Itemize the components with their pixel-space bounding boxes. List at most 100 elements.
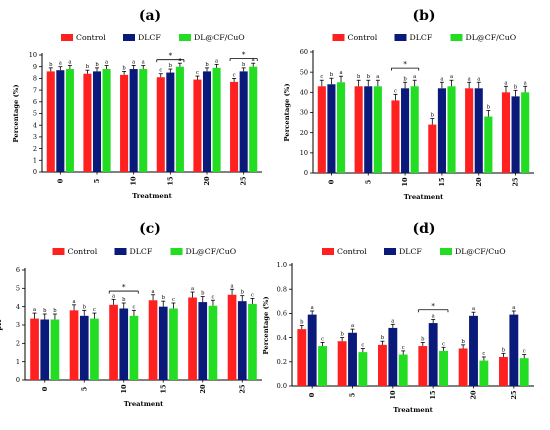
significance-letter: b: [49, 62, 53, 68]
significance-letter: c: [251, 292, 254, 298]
legend-swatch-0: [332, 34, 345, 41]
bar-dlcfcuo: [373, 86, 382, 173]
bar-dlcfcuo: [439, 350, 448, 386]
y-tick-label: 6: [33, 98, 37, 106]
y-tick-label: 8: [33, 75, 37, 83]
legend-swatch-2: [170, 248, 183, 255]
significance-letter: b: [242, 62, 246, 68]
x-tick-label: 5: [349, 392, 357, 397]
bar-dlcfcuo: [410, 86, 419, 173]
y-axis-title: Percentage (%): [283, 83, 291, 141]
legend-label-0: Control: [68, 247, 98, 256]
legend-label-1: DLCF: [410, 33, 433, 42]
x-tick-label: 0: [56, 178, 64, 183]
bar-control: [230, 81, 239, 172]
bar-dlcfcuo: [50, 319, 60, 380]
bar-dlcfcuo: [208, 305, 218, 380]
legend-swatch-0: [61, 34, 73, 41]
significance-letter: c: [482, 351, 485, 357]
significance-letter: b: [169, 63, 173, 69]
legend-swatch-0: [322, 248, 334, 255]
y-tick-label: 0.2: [277, 358, 287, 366]
significance-letter: b: [421, 336, 425, 342]
significance-letter: a: [132, 60, 135, 66]
bar-dlcfcuo: [212, 67, 221, 172]
bar-dlcf: [166, 72, 175, 172]
significance-letter: b: [86, 64, 90, 70]
x-axis-title: Treatment: [124, 400, 164, 408]
significance-letter: a: [112, 293, 115, 299]
significance-letter: c: [132, 304, 135, 310]
y-tick-label: 7: [33, 86, 37, 94]
legend-label-0: Control: [348, 33, 378, 42]
bar-dlcfcuo: [521, 92, 530, 173]
x-tick-label: 0: [327, 179, 335, 184]
significance-letter: a: [33, 307, 36, 313]
significance-letter: b: [43, 308, 47, 314]
y-tick-label: 50: [300, 68, 308, 76]
y-tick-label: 0.4: [277, 334, 287, 342]
significance-letter: b: [53, 308, 57, 314]
significance-letter: a: [311, 305, 314, 311]
bar-dlcfcuo: [336, 82, 346, 173]
bar-dlcfcuo: [139, 69, 148, 172]
bracket-star: *: [169, 52, 173, 60]
x-tick-label: 10: [120, 384, 128, 394]
bar-dlcf: [474, 88, 483, 173]
significance-letter: b: [83, 304, 87, 310]
significance-letter: a: [413, 74, 416, 80]
significance-letter: c: [361, 342, 364, 348]
panel-label: (c): [139, 221, 161, 237]
significance-letter: c: [172, 297, 175, 303]
significance-letter: b: [403, 76, 407, 82]
x-axis-title: Treatment: [132, 192, 172, 200]
y-axis-title: Percentage (%): [12, 84, 20, 142]
bar-control: [317, 86, 326, 173]
significance-letter: a: [432, 313, 435, 319]
y-tick-label: 5: [16, 285, 20, 293]
significance-letter: a: [252, 57, 255, 63]
bar-control: [148, 300, 158, 380]
legend-swatch-2: [450, 34, 463, 41]
y-tick-label: 1.0: [277, 261, 287, 269]
y-tick-label: 60: [300, 48, 308, 56]
y-tick-label: 3: [33, 133, 37, 141]
bar-dlcfcuo: [65, 69, 74, 172]
bar-dlcf: [239, 71, 248, 172]
legend-label-1: DLCF: [138, 33, 161, 42]
significance-letter: b: [487, 104, 491, 110]
bar-control: [227, 294, 237, 380]
significance-letter: a: [215, 58, 218, 64]
bar-dlcf: [198, 302, 208, 380]
significance-letter: c: [402, 345, 405, 351]
bar-control: [499, 356, 508, 386]
legend-label-0: Control: [76, 33, 106, 42]
significance-letter: a: [351, 323, 354, 329]
bar-control: [30, 318, 39, 380]
bar-control: [428, 124, 437, 173]
significance-letter: b: [122, 297, 126, 303]
legend-swatch-1: [114, 248, 127, 255]
bar-control: [69, 310, 79, 380]
bar-control: [188, 297, 197, 380]
significance-letter: a: [59, 61, 62, 67]
y-tick-label: 2: [16, 340, 20, 348]
bar-dlcf: [158, 306, 168, 380]
y-tick-label: 0.6: [277, 310, 287, 318]
bar-dlcf: [401, 88, 410, 173]
legend-swatch-2: [440, 248, 452, 255]
significance-letter: a: [512, 305, 515, 311]
bar-dlcf: [237, 301, 247, 380]
significance-letter: a: [105, 60, 108, 66]
bar-dlcfcuo: [248, 303, 257, 380]
x-tick-label: 5: [80, 386, 88, 391]
bar-dlcf: [202, 71, 212, 172]
significance-letter: a: [339, 70, 342, 76]
legend-swatch-1: [384, 248, 396, 255]
bar-control: [109, 304, 118, 380]
x-tick-label: 15: [166, 176, 174, 186]
y-tick-label: 4: [33, 121, 37, 129]
x-tick-label: 20: [470, 390, 478, 400]
significance-letter: a: [376, 74, 379, 80]
significance-letter: b: [162, 295, 166, 301]
